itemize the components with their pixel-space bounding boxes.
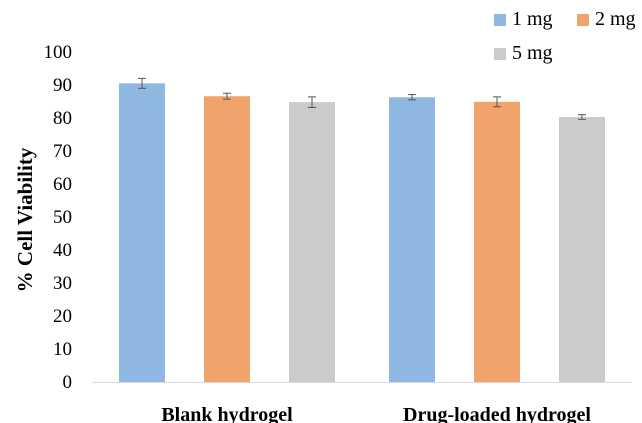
legend-swatch — [494, 14, 506, 26]
bar-2mg-1 — [474, 101, 520, 382]
y-tick-label: 20 — [53, 306, 72, 327]
y-tick-label: 80 — [53, 108, 72, 129]
x-axis-categories: Blank hydrogel Drug-loaded hydrogel — [161, 404, 591, 423]
y-tick-label: 90 — [53, 75, 72, 96]
x-category-label: Drug-loaded hydrogel — [403, 404, 591, 423]
bar-5mg-0 — [289, 102, 335, 382]
legend-label: 5 mg — [512, 42, 553, 64]
bar-5mg-1 — [559, 117, 605, 382]
error-bars-group — [138, 77, 586, 120]
y-tick-label: 70 — [53, 141, 72, 162]
y-tick-label: 0 — [63, 372, 73, 393]
y-axis-label: % Cell Viability — [13, 147, 37, 292]
legend-label: 2 mg — [595, 8, 636, 30]
x-category-label: Blank hydrogel — [161, 404, 293, 423]
bar-1mg-1 — [389, 97, 435, 383]
legend-swatch — [577, 14, 589, 26]
y-tick-label: 10 — [53, 339, 72, 360]
bars-group — [119, 83, 605, 383]
legend: 1 mg 2 mg 5 mg — [494, 8, 636, 64]
y-tick-label: 30 — [53, 273, 72, 294]
y-tick-label: 100 — [44, 42, 73, 63]
y-axis-ticks: 0 10 20 30 40 50 60 70 80 90 100 — [44, 42, 73, 393]
bar-1mg-0 — [119, 83, 165, 382]
y-tick-label: 40 — [53, 240, 72, 261]
legend-label: 1 mg — [512, 8, 553, 30]
legend-swatch — [494, 48, 506, 60]
y-tick-label: 60 — [53, 174, 72, 195]
bar-2mg-0 — [204, 96, 250, 382]
y-tick-label: 50 — [53, 207, 72, 228]
